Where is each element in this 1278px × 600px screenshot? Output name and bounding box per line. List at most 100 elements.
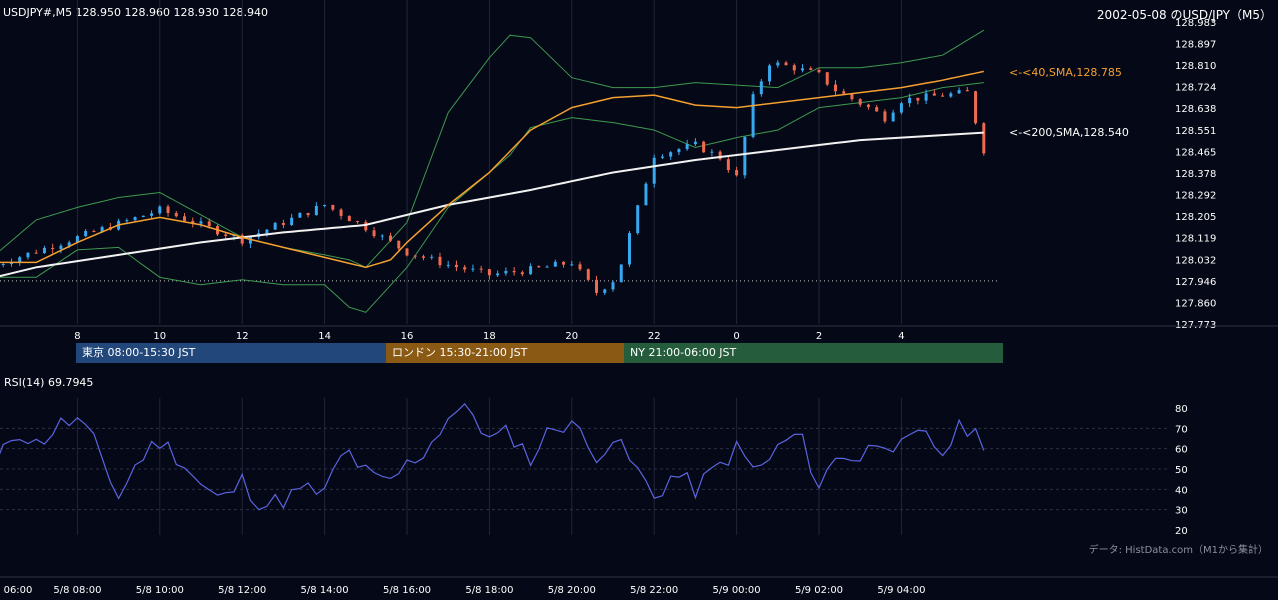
candle-body xyxy=(380,235,384,237)
price-tick-label: 128.119 xyxy=(1175,234,1216,245)
candle-body xyxy=(866,104,870,108)
candle-body xyxy=(26,252,30,258)
rsi-tick-label: 70 xyxy=(1175,424,1188,435)
candle-body xyxy=(150,213,154,216)
candle-body xyxy=(660,156,664,158)
candle-body xyxy=(529,266,533,275)
candle-body xyxy=(586,269,590,280)
session-tokyo: 東京 08:00-15:30 JST xyxy=(76,343,386,363)
time-tick-label: 5/9 02:00 xyxy=(795,585,843,596)
rsi-axis: 80 70 60 50 40 30 20 xyxy=(1175,404,1188,537)
rsi-tick-label: 50 xyxy=(1175,465,1188,476)
sma40-label: <-<40,SMA,128.785 xyxy=(1009,66,1122,79)
hour-tick-label: 14 xyxy=(318,331,331,342)
ohlc-header: USDJPY#,M5 128.950 128.960 128.930 128.9… xyxy=(3,6,268,19)
candle-body xyxy=(669,152,673,157)
candle-body xyxy=(768,65,772,82)
candle-body xyxy=(718,151,722,160)
candle-body xyxy=(545,266,549,268)
candle-body xyxy=(957,90,961,94)
candle-body xyxy=(487,269,491,276)
hour-tick-label: 12 xyxy=(236,331,249,342)
candle-body xyxy=(553,261,557,267)
time-tick-label: 5/8 18:00 xyxy=(465,585,513,596)
candle-body xyxy=(479,268,483,270)
candle-body xyxy=(504,270,508,274)
candle-body xyxy=(875,107,879,112)
candle-body xyxy=(67,242,71,246)
candle-body xyxy=(537,266,541,268)
candle-body xyxy=(75,236,79,243)
candle-body xyxy=(949,93,953,97)
price-tick-label: 128.205 xyxy=(1175,212,1216,223)
candle-body xyxy=(389,235,393,241)
candle-body xyxy=(974,91,978,124)
candle-body xyxy=(281,222,285,226)
candle-body xyxy=(92,231,96,233)
session-london: ロンドン 15:30-21:00 JST xyxy=(386,343,624,363)
time-tick-label: 5/8 22:00 xyxy=(630,585,678,596)
candle-body xyxy=(438,256,442,266)
candle-body xyxy=(611,282,615,290)
candle-body xyxy=(578,264,582,270)
candle-body xyxy=(562,261,566,265)
candle-body xyxy=(652,157,656,184)
price-axis: 128.983 128.897 128.810 128.724 128.638 128.5… xyxy=(1175,18,1216,331)
candle-body xyxy=(454,264,458,268)
candle-body xyxy=(751,94,755,137)
candle-body xyxy=(191,220,195,224)
price-tick-label: 128.032 xyxy=(1175,255,1216,266)
candle-body xyxy=(42,247,46,254)
candle-body xyxy=(125,220,129,222)
hour-tick-label: 8 xyxy=(74,331,80,342)
candle-body xyxy=(809,68,813,70)
hour-tick-label: 2 xyxy=(816,331,822,342)
session-newyork: NY 21:00-06:00 JST xyxy=(624,343,1003,363)
candle-body xyxy=(471,268,475,270)
time-tick-label: 5/8 10:00 xyxy=(136,585,184,596)
candle-body xyxy=(726,159,730,171)
candle-body xyxy=(240,235,244,244)
candle-body xyxy=(314,205,318,216)
price-tick-label: 128.810 xyxy=(1175,61,1216,72)
candle-body xyxy=(941,95,945,97)
hour-axis: 6810121416182022024 xyxy=(74,331,904,342)
candle-body xyxy=(174,212,178,217)
candle-body xyxy=(801,68,805,71)
candle-body xyxy=(224,234,228,237)
candle-body xyxy=(248,236,252,244)
candle-body xyxy=(776,62,780,66)
candle-body xyxy=(685,144,689,150)
price-tick-label: 128.983 xyxy=(1175,18,1216,29)
hour-tick-label: 16 xyxy=(401,331,414,342)
candle-body xyxy=(290,217,294,226)
price-tick-label: 128.465 xyxy=(1175,147,1216,158)
candle-body xyxy=(817,69,821,73)
candle-body xyxy=(965,90,969,92)
candle-body xyxy=(51,247,55,249)
candle-body xyxy=(306,212,310,216)
candle-body xyxy=(421,256,425,258)
time-tick-label: 5/8 14:00 xyxy=(301,585,349,596)
candle-body xyxy=(982,123,986,154)
candle-body xyxy=(850,93,854,100)
time-tick-label: 5/8 12:00 xyxy=(218,585,266,596)
price-tick-label: 128.378 xyxy=(1175,169,1216,180)
rsi-tick-label: 60 xyxy=(1175,445,1188,456)
time-tick-label: 5/8 08:00 xyxy=(53,585,101,596)
bollinger-bands xyxy=(0,29,985,313)
candle-body xyxy=(932,93,936,96)
time-axis: 06:00 5/8 08:00 5/8 10:00 5/8 12:00 5/8 14:0… xyxy=(4,585,926,596)
hour-tick-label: 0 xyxy=(733,331,739,342)
time-tick-label: 5/9 00:00 xyxy=(713,585,761,596)
candle-body xyxy=(520,272,524,275)
candle-body xyxy=(619,264,623,283)
candle-body xyxy=(100,227,104,232)
hour-tick-label: 10 xyxy=(153,331,166,342)
candle-body xyxy=(323,204,327,206)
candle-body xyxy=(603,289,607,293)
candle-body xyxy=(331,204,335,210)
candle-body xyxy=(693,141,697,145)
price-tick-label: 127.946 xyxy=(1175,277,1216,288)
